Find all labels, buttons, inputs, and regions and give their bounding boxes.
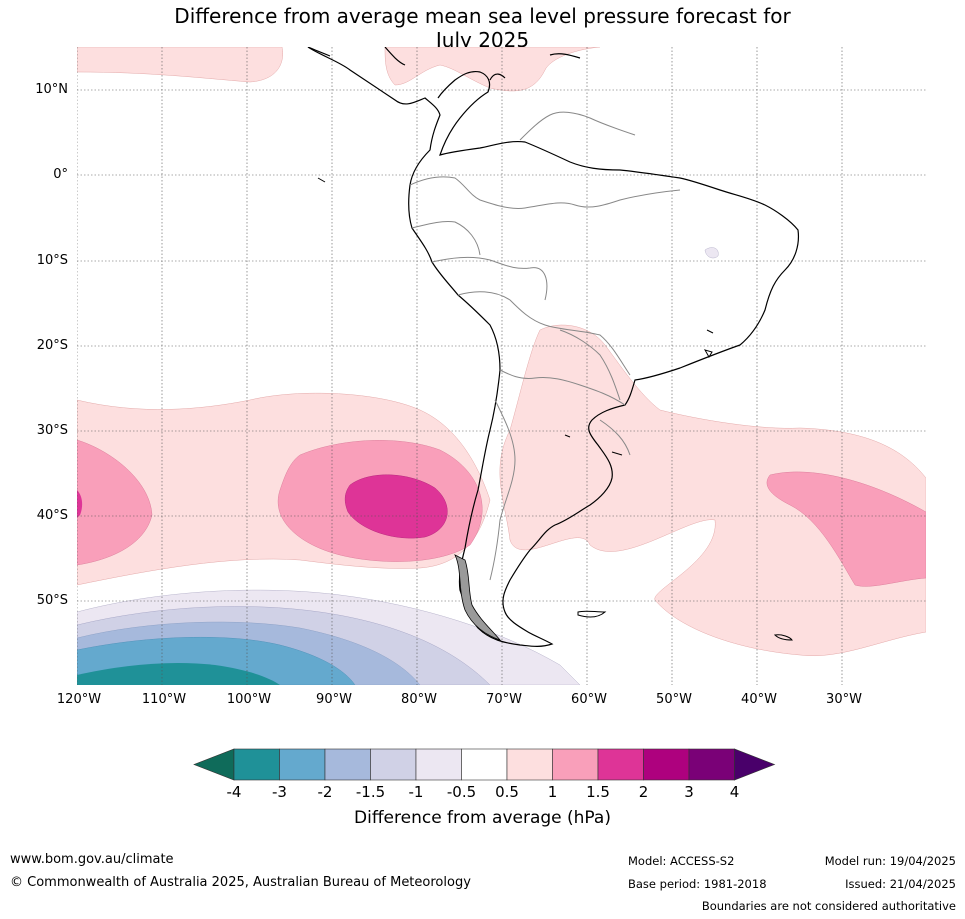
colorbar-swatch <box>506 748 553 781</box>
website-url: www.bom.gov.au/climate <box>10 852 174 867</box>
lon-label: 40°W <box>741 692 777 707</box>
colorbar-swatch <box>370 748 417 781</box>
colorbar-swatch <box>461 748 508 781</box>
lat-label: 20°S <box>36 338 68 353</box>
country-borders <box>409 111 681 581</box>
colorbar-swatch <box>643 748 690 781</box>
lon-label: 110°W <box>141 692 187 707</box>
islands <box>317 177 793 641</box>
colorbar-tick-label: -4 <box>226 783 242 801</box>
lon-label: 80°W <box>401 692 437 707</box>
colorbar-tick-label: -1.5 <box>355 783 386 801</box>
colorbar-label: Difference from average (hPa) <box>354 808 611 828</box>
strong-positive-anomaly <box>77 474 448 539</box>
model-name: Model: ACCESS-S2 <box>628 854 735 868</box>
southern-chile-archipelago <box>454 554 502 641</box>
lon-label: 50°W <box>656 692 692 707</box>
colorbar-tick-label: -2 <box>317 783 333 801</box>
lat-label: 10°N <box>35 82 68 97</box>
lon-label: 70°W <box>486 692 522 707</box>
colorbar-swatch <box>233 748 280 781</box>
lon-label: 60°W <box>571 692 607 707</box>
colorbar-tick-label: -1 <box>408 783 424 801</box>
colorbar-tick-label: 4 <box>729 783 740 801</box>
graticule <box>77 47 926 685</box>
boundaries-disclaimer: Boundaries are not considered authoritat… <box>701 899 956 913</box>
colorbar-swatch <box>688 748 735 781</box>
colorbar-tick-label: 1 <box>547 783 558 801</box>
lat-label: 40°S <box>36 508 68 523</box>
colorbar-swatch <box>324 748 371 781</box>
colorbar-swatch <box>552 748 599 781</box>
colorbar-tick-label: -3 <box>272 783 287 801</box>
title-line-1: Difference from average mean sea level p… <box>174 4 791 28</box>
lat-label: 0° <box>53 167 68 182</box>
issued-date: Issued: 21/04/2025 <box>845 877 956 891</box>
colorbar-tick-label: 0.5 <box>495 783 519 801</box>
lat-label: 50°S <box>36 593 68 608</box>
colorbar-swatch <box>415 748 462 781</box>
lat-label: 10°S <box>36 253 68 268</box>
lon-label: 90°W <box>316 692 352 707</box>
colorbar-swatch <box>279 748 326 781</box>
pressure-anomaly-map <box>77 47 926 685</box>
copyright-notice: © Commonwealth of Australia 2025, Austra… <box>10 875 471 890</box>
colorbar-min-extension <box>193 748 235 781</box>
negative-anomaly-region <box>77 589 581 685</box>
lat-label: 30°S <box>36 423 68 438</box>
colorbar <box>193 748 776 781</box>
colorbar-tick-label: -0.5 <box>446 783 477 801</box>
colorbar-tick-label: 2 <box>638 783 649 801</box>
base-period: Base period: 1981-2018 <box>628 877 767 891</box>
lon-label: 120°W <box>56 692 102 707</box>
lon-label: 100°W <box>226 692 272 707</box>
coastline <box>307 47 800 647</box>
colorbar-tick-label: 3 <box>684 783 694 801</box>
map-title: Difference from average mean sea level p… <box>0 4 965 52</box>
model-run-date: Model run: 19/04/2025 <box>824 854 956 868</box>
lon-label: 30°W <box>826 692 862 707</box>
colorbar-tick-label: 1.5 <box>586 783 610 801</box>
colorbar-swatch <box>597 748 644 781</box>
colorbar-max-extension <box>734 748 776 781</box>
